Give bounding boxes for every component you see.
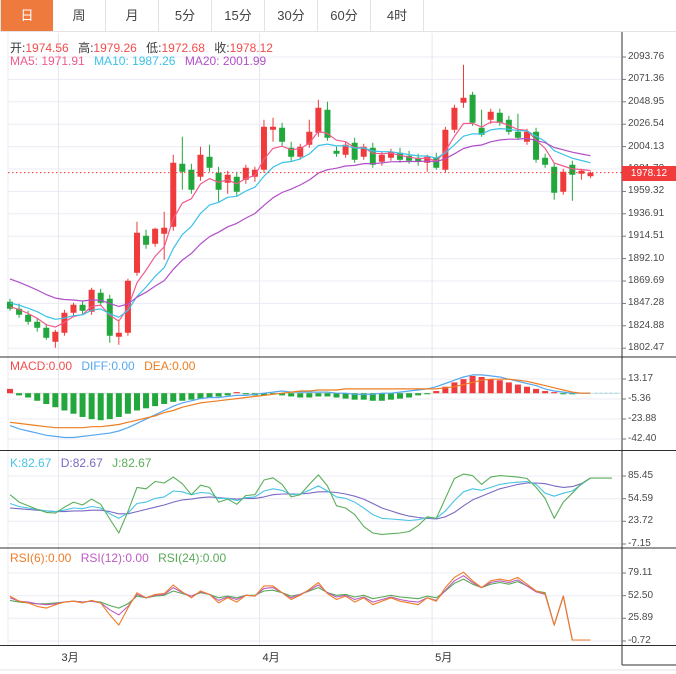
tab-15min[interactable]: 15分: [212, 0, 265, 31]
y-axis-label: 2093.76: [628, 51, 665, 62]
y-axis-label: 13.17: [628, 373, 654, 384]
ma10-value: MA10: 1987.26: [94, 54, 176, 68]
y-axis-label: 1847.28: [628, 297, 665, 309]
y-axis-label: 1892.10: [628, 252, 665, 264]
open-label: 开:: [10, 41, 26, 55]
y-axis-label: 2026.54: [628, 118, 665, 130]
ma5-value: MA5: 1971.91: [10, 54, 85, 68]
ma-readout: MA5: 1971.91 MA10: 1987.26 MA20: 2001.99: [10, 54, 272, 68]
k-value: K:82.67: [10, 456, 52, 470]
d-value: D:82.67: [60, 456, 103, 470]
y-axis-label: 1824.88: [628, 319, 665, 331]
y-axis-label: 85.45: [628, 470, 654, 481]
close-label: 收:: [214, 41, 230, 55]
y-axis-label: 25.89: [628, 612, 654, 624]
tab-5min[interactable]: 5分: [159, 0, 212, 31]
macd-value: MACD:0.00: [10, 359, 73, 373]
rsi12-value: RSI(12):0.00: [80, 551, 149, 565]
y-axis-label: -7.15: [628, 538, 651, 549]
ma20-value: MA20: 2001.99: [184, 54, 267, 68]
y-axis-label: 1802.47: [628, 342, 665, 354]
y-axis-label: 1869.69: [628, 275, 665, 286]
y-axis-label: 2071.36: [628, 73, 665, 85]
y-axis-label: 2004.13: [628, 140, 665, 152]
x-axis-label: 5月: [435, 652, 453, 664]
high-label: 高:: [78, 41, 94, 55]
rsi6-value: RSI(6):0.00: [10, 551, 72, 565]
tab-day[interactable]: 日: [0, 0, 53, 31]
y-axis-label: -5.36: [628, 393, 651, 404]
y-axis-label: -23.88: [628, 413, 657, 424]
timeframe-tabbar: 日周月 5分 15分 30分 60分 4时: [0, 0, 676, 32]
rsi-readout: RSI(6):0.00 RSI(12):0.00 RSI(24):0.00: [10, 551, 232, 565]
low-value: 1972.68: [161, 41, 205, 55]
tab-month[interactable]: 月: [106, 0, 159, 31]
x-axis-label: 3月: [61, 652, 79, 664]
y-axis-label: 1936.91: [628, 207, 665, 219]
y-axis-label: 1959.32: [628, 185, 665, 197]
high-value: 1979.26: [93, 41, 137, 55]
diff-value: DIFF:0.00: [81, 359, 135, 373]
rsi24-value: RSI(24):0.00: [158, 551, 227, 565]
y-axis-label: 52.50: [628, 589, 654, 601]
macd-readout: MACD:0.00 DIFF:0.00 DEA:0.00: [10, 359, 201, 373]
tab-week[interactable]: 周: [53, 0, 106, 31]
tab-60min[interactable]: 60分: [318, 0, 371, 31]
close-value: 1978.12: [229, 41, 273, 55]
x-axis-label: 4月: [262, 652, 280, 664]
y-axis-label: 54.59: [628, 492, 654, 504]
open-value: 1974.56: [25, 41, 69, 55]
y-axis-label: 1914.51: [628, 230, 665, 242]
tab-30min[interactable]: 30分: [265, 0, 318, 31]
kdj-readout: K:82.67 D:82.67 J:82.67: [10, 456, 157, 470]
y-axis-label: 79.11: [628, 567, 653, 578]
low-label: 低:: [146, 41, 162, 55]
y-axis-label: 2048.95: [628, 95, 665, 107]
y-axis-label: -42.40: [628, 433, 657, 444]
y-axis-label: -0.72: [628, 635, 651, 646]
dea-value: DEA:0.00: [144, 359, 196, 373]
tab-4hour[interactable]: 4时: [371, 0, 424, 31]
j-value: J:82.67: [112, 456, 152, 470]
current-price-badge: 1978.12: [622, 165, 676, 181]
ohlc-readout: 开:1974.56 高:1979.26 低:1972.68 收:1978.12: [10, 39, 279, 56]
y-axis-label: 23.72: [628, 515, 654, 527]
